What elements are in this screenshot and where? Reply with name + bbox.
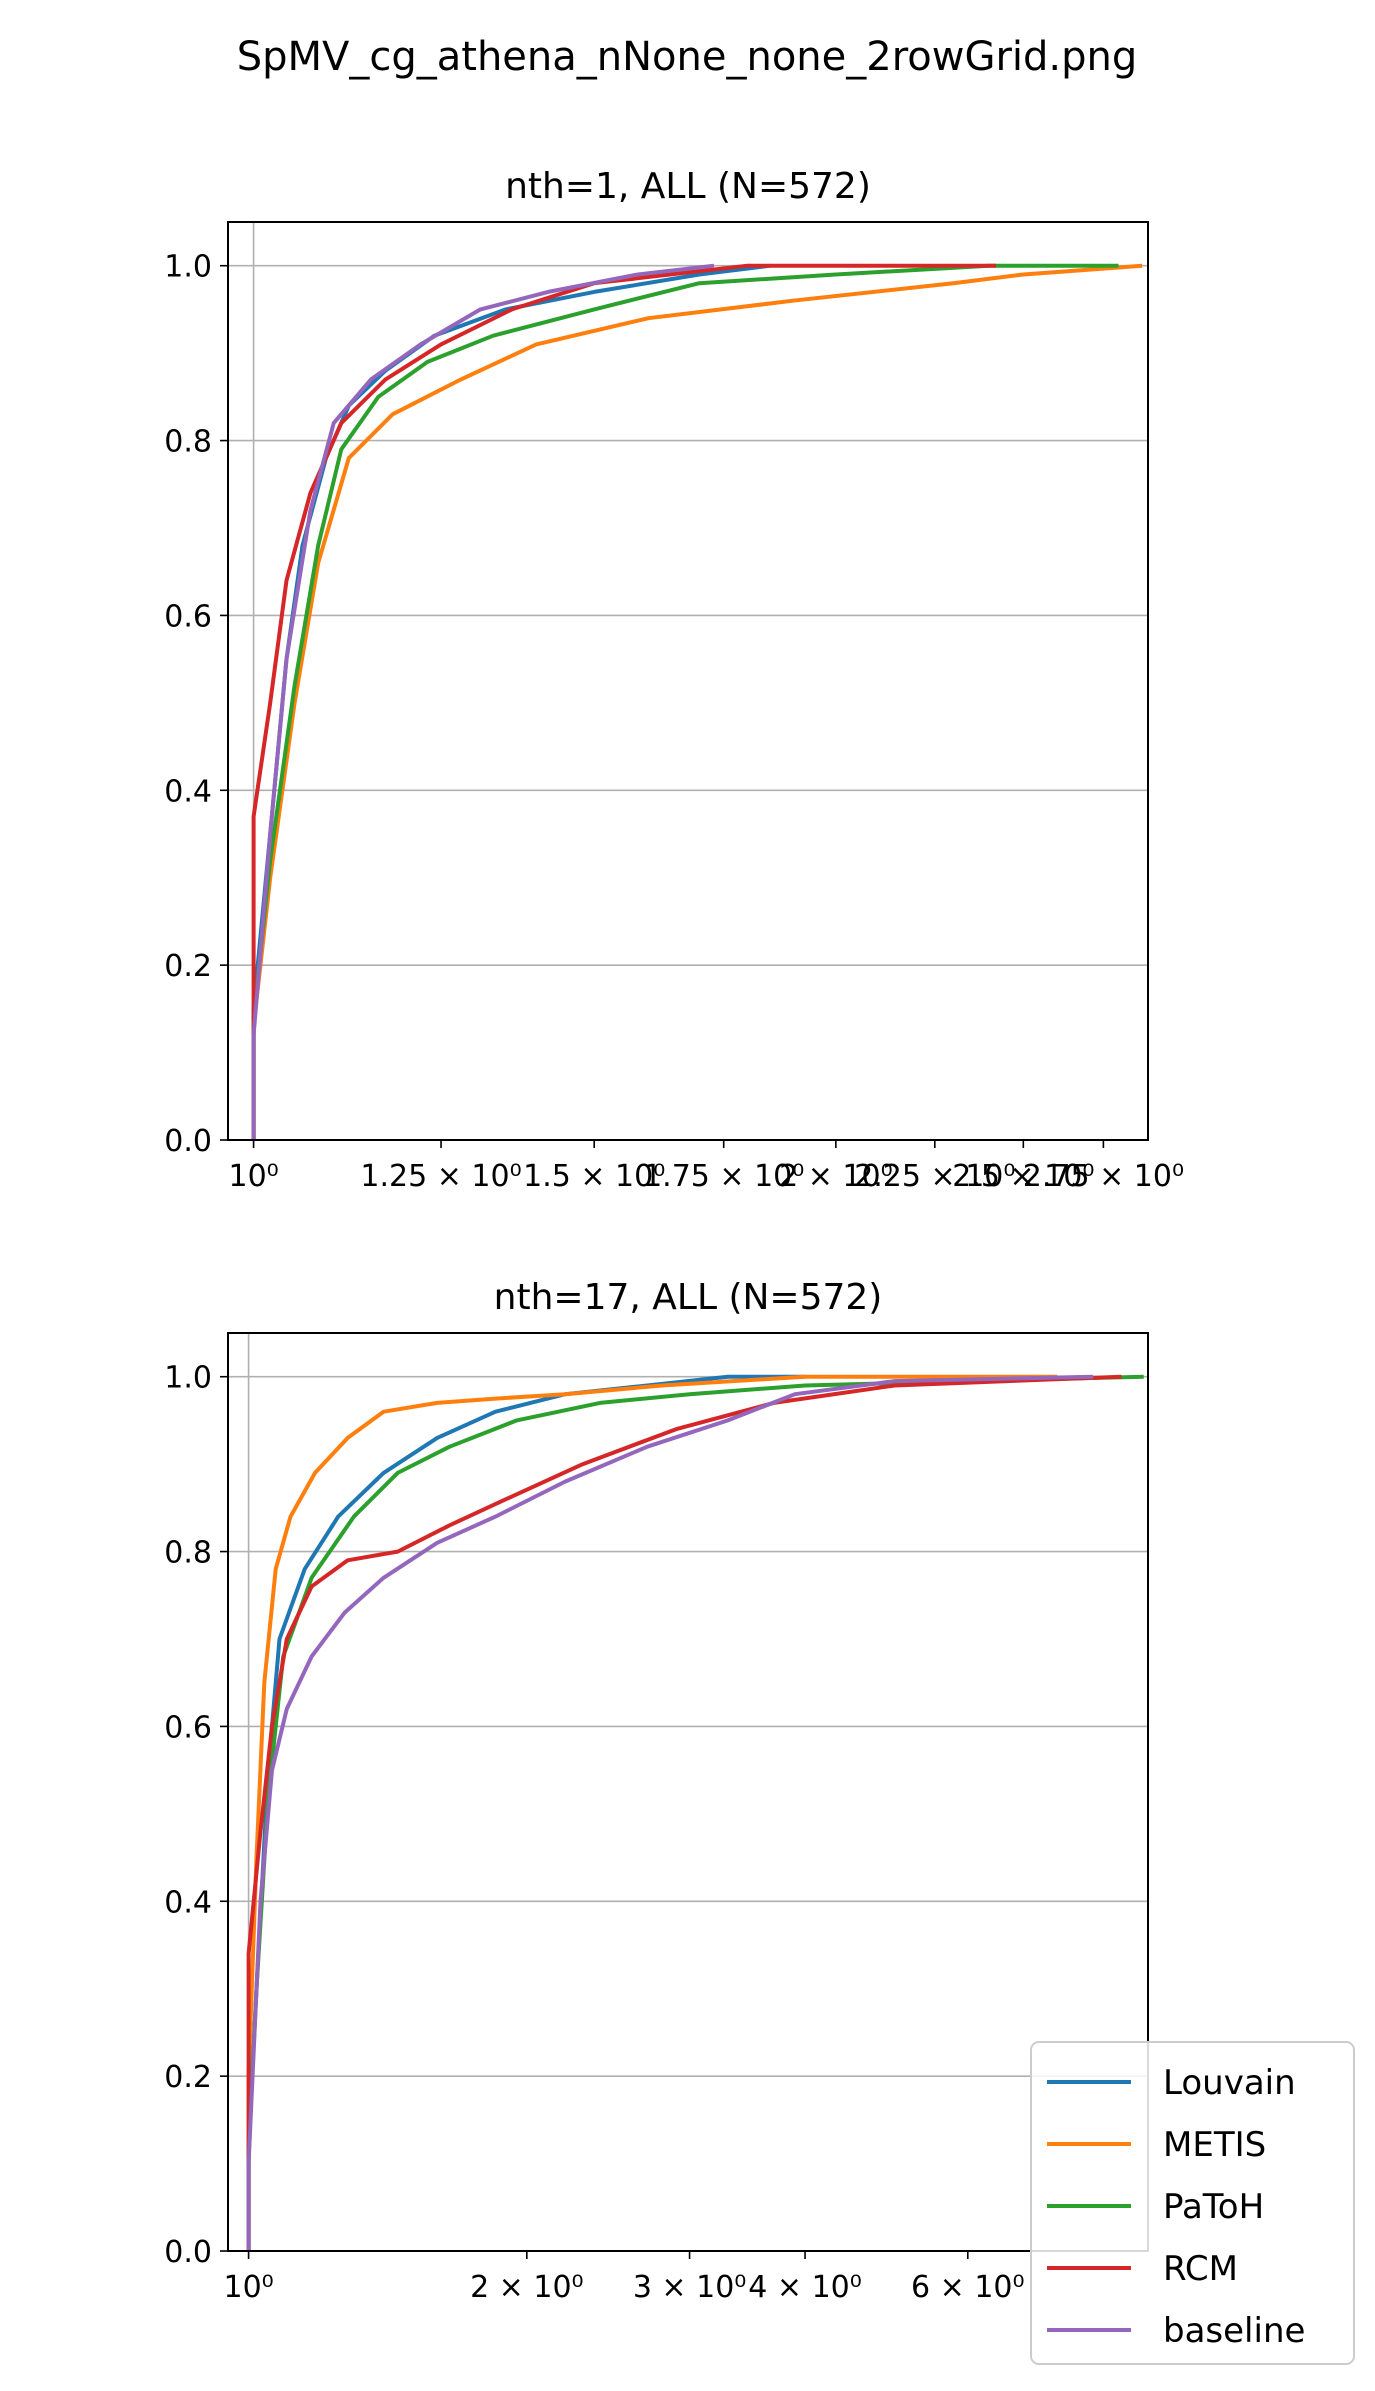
y-tick-label: 0.6 (164, 1710, 212, 1745)
plot-area (228, 222, 1148, 1140)
y-tick-label: 0.4 (164, 774, 212, 809)
legend-label-baseline: baseline (1163, 2311, 1305, 2351)
chart-1: 0.0 0.2 0.4 0.6 0.8 1.0 10⁰ 1.25 × 10⁰ 1.5 × 10⁰… (164, 166, 1184, 1194)
x-tick-label: 3 × 10⁰ (633, 2270, 747, 2305)
x-tick-label: 1.5 × 10⁰ (523, 1159, 665, 1194)
axes-frame (227, 221, 1149, 1141)
plot-area (228, 1333, 1148, 2251)
x-tick-label: 2.25 × 10⁰ (854, 1159, 1015, 1194)
y-tick-label: 1.0 (164, 1361, 212, 1396)
axes-root: 0.0 0.2 0.4 0.6 0.8 1.0 10⁰ 1.25 × 10⁰ 1.5 × 10⁰… (164, 166, 1355, 2365)
y-tick-label: 0.4 (164, 1885, 212, 1920)
series-line-baseline (246, 1374, 1094, 2251)
legend: Louvain METIS PaToH RCM baseline (1030, 2041, 1355, 2365)
y-tick-label: 0.8 (164, 425, 212, 460)
x-tick-label: 10⁰ (228, 1159, 278, 1194)
y-tick-label: 0.0 (164, 2235, 212, 2270)
x-tick-label: 6 × 10⁰ (911, 2270, 1025, 2305)
series-line-metis (251, 263, 1143, 1140)
y-tick-label: 0.6 (164, 599, 212, 634)
legend-label-patoh: PaToH (1163, 2187, 1264, 2227)
axes-title: nth=17, ALL (N=572) (494, 1277, 883, 1318)
series-line-metis (246, 1374, 1058, 2251)
series-line-patoh (251, 263, 1119, 1140)
x-tick-label: 2 × 10⁰ (779, 1159, 893, 1194)
figure-suptitle: SpMV_cg_athena_nNone_none_2rowGrid.png (237, 34, 1138, 80)
y-tick-label: 0.2 (164, 949, 212, 984)
legend-box (1030, 2041, 1355, 2365)
series-line-rcm (246, 1374, 1122, 2251)
x-tick-label: 10⁰ (223, 2270, 273, 2305)
legend-label-louvain: Louvain (1163, 2063, 1296, 2103)
y-tick-label: 0.2 (164, 2060, 212, 2095)
axes-title: nth=1, ALL (N=572) (505, 166, 871, 207)
y-tick-label: 0.0 (164, 1124, 212, 1159)
y-tick-label: 1.0 (164, 250, 212, 285)
axes-frame (227, 1332, 1149, 2252)
x-tick-label: 1.25 × 10⁰ (360, 1159, 521, 1194)
x-tick-label: 4 × 10⁰ (748, 2270, 862, 2305)
legend-label-rcm: RCM (1163, 2249, 1238, 2289)
x-tick-label: 2.5 × 10⁰ (952, 1159, 1094, 1194)
x-tick-label: 2 × 10⁰ (470, 2270, 584, 2305)
x-tick-label: 1.75 × 10⁰ (643, 1159, 804, 1194)
legend-label-metis: METIS (1163, 2125, 1266, 2165)
y-tick-label: 0.8 (164, 1536, 212, 1571)
x-tick-label: 2.75 × 10⁰ (1023, 1159, 1184, 1194)
chart-2: 0.0 0.2 0.4 0.6 0.8 1.0 10⁰ 2 × 10⁰ 3 × 10⁰ 4 × 1… (164, 1277, 1355, 2365)
series-line-baseline (251, 263, 715, 1140)
